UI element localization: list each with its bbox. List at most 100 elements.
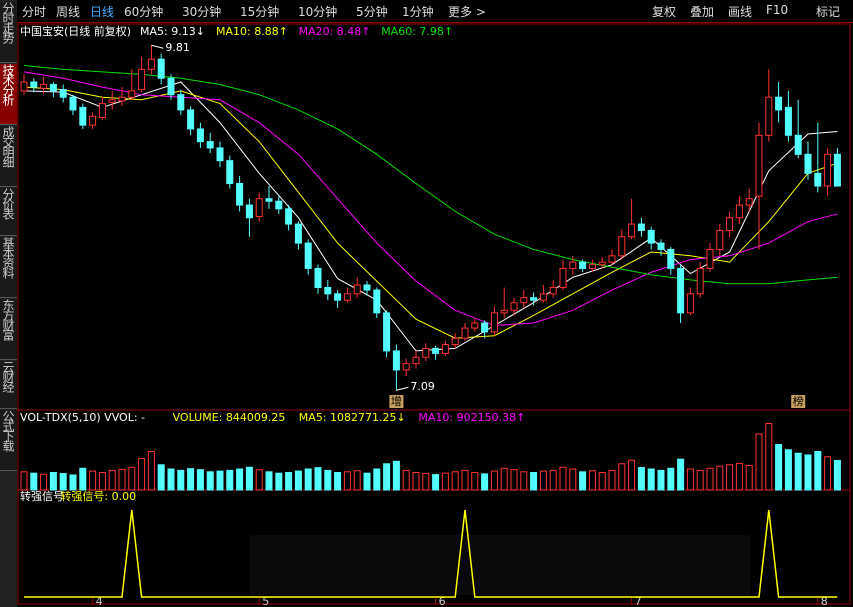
volume-bar	[255, 469, 263, 491]
candle-body	[196, 128, 204, 143]
toolbar-tab[interactable]: 10分钟	[298, 5, 338, 19]
volume-bar	[775, 444, 783, 491]
candle-body	[706, 248, 714, 269]
sidebar-tab[interactable]: 云财经	[0, 361, 17, 409]
sidebar-tab[interactable]: 东方财富	[0, 299, 17, 360]
toolbar-tab[interactable]: 分时	[22, 5, 47, 19]
volume-bar	[726, 464, 734, 491]
toolbar-tab[interactable]: 日线	[90, 5, 115, 19]
volume-bar	[451, 471, 459, 491]
volume-bar	[814, 451, 822, 491]
toolbar-button[interactable]: F10	[766, 3, 789, 17]
candle-body	[334, 293, 342, 301]
toolbar-button[interactable]: 复权	[652, 5, 677, 19]
volume-bar	[588, 470, 596, 491]
candle-body	[147, 58, 155, 70]
volume-bar	[824, 456, 832, 491]
candle-body	[441, 344, 449, 354]
volume-bar	[686, 468, 694, 491]
volume-bar	[324, 469, 332, 491]
volume-bar	[628, 459, 636, 491]
toolbar-tab[interactable]: 60分钟	[124, 5, 164, 19]
candle-body	[392, 350, 400, 371]
candle-body	[20, 81, 28, 92]
candle-body	[314, 267, 322, 288]
volume-bar	[716, 465, 724, 491]
candle-body	[157, 58, 165, 79]
toolbar-button[interactable]: 标记	[816, 5, 841, 19]
volume-bar	[784, 449, 792, 491]
toolbar-button[interactable]: 画线	[728, 5, 753, 19]
candle-body	[745, 198, 753, 206]
candle-body	[559, 267, 567, 288]
ma-label: MA60: 7.98↑	[381, 25, 453, 38]
candle-body	[412, 356, 420, 365]
toolbar-tab[interactable]: 30分钟	[182, 5, 222, 19]
ma-line	[23, 71, 838, 327]
candle-body	[618, 236, 626, 257]
toolbar-tab[interactable]: 5分钟	[356, 5, 388, 19]
legend-label: 转强信号	[20, 489, 64, 503]
volume-bar	[334, 472, 342, 491]
volume-bar	[236, 468, 244, 491]
candle-body	[40, 84, 48, 89]
sidebar: 分时走势 技术分析 成交明细 分价表 基本资料 东方财富 云财经 公式下载	[0, 0, 17, 607]
volume-bar	[118, 468, 126, 491]
candle-body	[471, 322, 479, 329]
candle-body	[667, 248, 675, 269]
sidebar-tab[interactable]: 成交明细	[0, 126, 17, 187]
chart-frame	[17, 23, 851, 605]
toolbar-button[interactable]: 叠加	[690, 5, 715, 19]
candle-body	[216, 147, 224, 162]
candle-body	[285, 208, 293, 225]
volume-bar	[59, 473, 67, 491]
volume-bar	[481, 473, 489, 491]
legend-label: VOL-TDX(5,10) VVOL: -	[20, 411, 145, 424]
candle-body	[696, 267, 704, 295]
candle-body	[363, 284, 371, 291]
candle-body	[236, 182, 244, 206]
sidebar-tab[interactable]: 公式下载	[0, 410, 17, 471]
toolbar-tab[interactable]: 1分钟	[402, 5, 434, 19]
candle-body	[657, 242, 665, 250]
candle-body	[451, 337, 459, 346]
ma-label: MA20: 8.48↑	[299, 25, 371, 38]
toolbar-tab[interactable]: 15分钟	[240, 5, 280, 19]
volume-bar	[765, 423, 773, 491]
volume-bar	[647, 468, 655, 491]
volume-bar	[98, 472, 106, 491]
volume-bar	[539, 470, 547, 491]
sidebar-tab[interactable]: 基本资料	[0, 237, 17, 298]
ma-label: MA10: 8.88↑	[216, 25, 288, 38]
annotation-leader	[396, 386, 409, 391]
date-label: 5	[262, 595, 269, 607]
volume-bar	[794, 452, 802, 491]
candle-body	[588, 264, 596, 269]
sidebar-tab[interactable]: 技术分析	[0, 64, 17, 125]
candle-body	[245, 204, 253, 219]
volume-bar	[89, 470, 97, 491]
sidebar-tab[interactable]: 分时走势	[0, 2, 17, 63]
toolbar-tab[interactable]: 周线	[56, 5, 81, 19]
sidebar-tab[interactable]: 分价表	[0, 188, 17, 236]
toolbar-tab[interactable]: 更多 >	[448, 5, 486, 19]
legend-label: MA10: 902150.38↑	[418, 411, 525, 424]
volume-bar	[500, 467, 508, 491]
stock-title: 中国宝安(日线 前复权)	[20, 24, 131, 38]
volume-bar	[667, 467, 675, 491]
legend-label: 转强信号: 0.00	[60, 489, 136, 503]
volume-bar	[677, 458, 685, 491]
volume-bar	[618, 463, 626, 491]
candle-body	[824, 153, 832, 187]
annotation: 9.81	[165, 41, 190, 54]
date-label: 6	[439, 595, 446, 607]
candle-body	[432, 347, 440, 354]
candle-body	[686, 293, 694, 314]
volume-bar	[745, 465, 753, 491]
candle-body	[716, 229, 724, 250]
volume-bar	[579, 471, 587, 491]
candle-body	[187, 109, 195, 130]
candle-body	[206, 141, 214, 149]
candle-body	[765, 96, 773, 136]
